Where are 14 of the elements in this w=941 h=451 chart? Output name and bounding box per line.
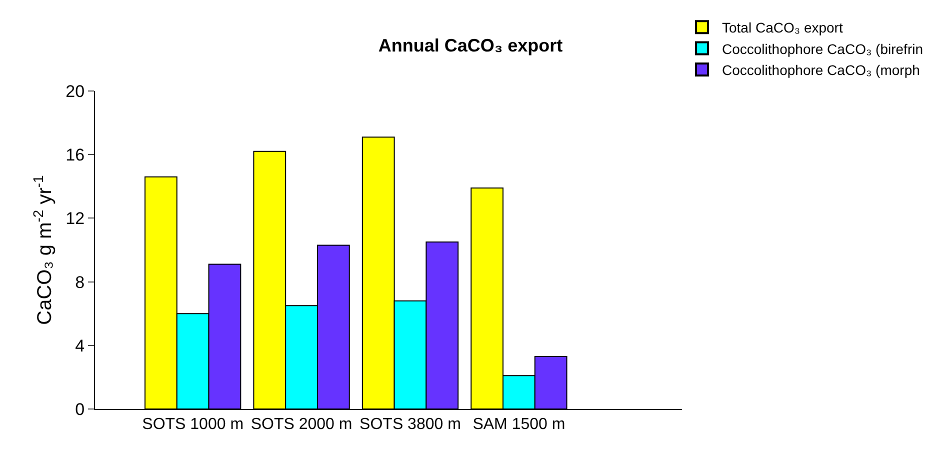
y-tick-label: 16 xyxy=(66,146,85,165)
y-tick-label: 4 xyxy=(75,336,85,356)
x-tick-label: SOTS 2000 m xyxy=(250,416,352,434)
x-tick-label: SOTS 1000 m xyxy=(142,416,244,434)
y-tick-label: 20 xyxy=(66,82,85,101)
y-tick-label: 8 xyxy=(75,272,85,292)
legend-label: Total CaCO₃ export xyxy=(722,20,843,36)
x-tick-label: SAM 1500 m xyxy=(472,416,566,434)
y-tick-label: 0 xyxy=(75,400,85,419)
x-tick-label: SOTS 3800 m xyxy=(360,416,461,434)
y-tick-label: 12 xyxy=(66,209,85,228)
legend-label: Coccolithophore CaCO₃ (morph xyxy=(722,62,920,78)
chart-title: Annual CaCO₃ export xyxy=(378,35,563,56)
legend-label: Coccolithophore CaCO₃ (birefrin xyxy=(722,40,924,57)
